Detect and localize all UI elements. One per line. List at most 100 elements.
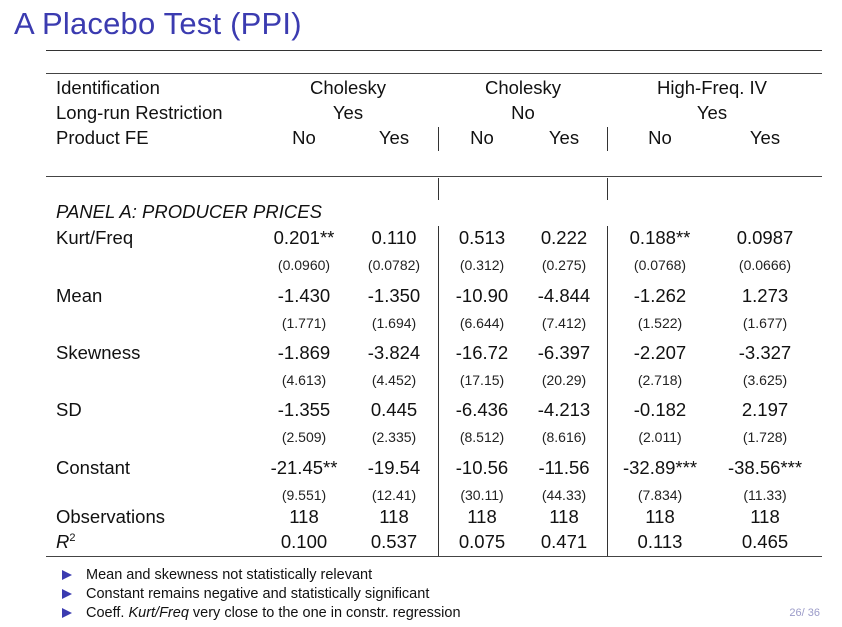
coefficient-cell: -10.56 bbox=[455, 457, 509, 478]
std-error-cell: (20.29) bbox=[541, 372, 587, 388]
coefficient-cell: -3.327 bbox=[738, 342, 792, 363]
std-error-cell: (1.522) bbox=[637, 315, 683, 331]
observations-cell: 118 bbox=[467, 506, 497, 527]
triangle-bullet-icon bbox=[62, 570, 72, 580]
coefficient-cell: 1.273 bbox=[741, 285, 789, 306]
std-error-cell: (0.0782) bbox=[367, 257, 421, 273]
coefficient-cell: 2.197 bbox=[741, 399, 789, 420]
coefficient-cell: -19.54 bbox=[367, 457, 421, 478]
std-error-cell: (0.312) bbox=[459, 257, 505, 273]
long-run-label: No bbox=[511, 102, 535, 123]
coefficient-cell: -38.56*** bbox=[727, 457, 803, 478]
bullet-text-prefix: Coeff. bbox=[86, 605, 129, 621]
observations-cell: 118 bbox=[379, 506, 409, 527]
r-squared-exponent: 2 bbox=[69, 531, 76, 544]
std-error-cell: (17.15) bbox=[459, 372, 505, 388]
product-fe-label: No bbox=[470, 127, 494, 148]
row-label: Skewness bbox=[56, 342, 141, 363]
row-label: Mean bbox=[56, 285, 103, 306]
coefficient-cell: -4.844 bbox=[537, 285, 591, 306]
std-error-cell: (8.616) bbox=[541, 429, 587, 445]
identification-label: Cholesky bbox=[484, 77, 562, 98]
coefficient-cell: -6.436 bbox=[455, 399, 509, 420]
bullet-item: Coeff. Kurt/Freq very close to the one i… bbox=[62, 604, 461, 623]
coefficient-cell: -6.397 bbox=[537, 342, 591, 363]
std-error-cell: (0.0960) bbox=[277, 257, 331, 273]
std-error-cell: (9.551) bbox=[281, 487, 327, 503]
coefficient-cell: -10.90 bbox=[455, 285, 509, 306]
header-rule bbox=[46, 176, 822, 177]
coefficient-cell: -11.56 bbox=[538, 457, 590, 478]
std-error-cell: (1.694) bbox=[371, 315, 417, 331]
std-error-cell: (7.834) bbox=[637, 487, 683, 503]
long-run-label: Yes bbox=[696, 102, 728, 123]
row-label: Constant bbox=[56, 457, 131, 478]
observations-cell: 118 bbox=[549, 506, 579, 527]
slide-title: A Placebo Test (PPI) bbox=[14, 6, 302, 41]
std-error-cell: (1.677) bbox=[742, 315, 788, 331]
triangle-bullet-icon bbox=[62, 608, 72, 618]
row-label: Kurt/Freq bbox=[56, 227, 134, 248]
product-fe-label: Yes bbox=[378, 127, 410, 148]
product-fe-label: No bbox=[648, 127, 672, 148]
identification-label: Cholesky bbox=[309, 77, 387, 98]
coefficient-cell: -1.869 bbox=[277, 342, 331, 363]
coefficient-cell: 0.0987 bbox=[736, 227, 794, 248]
std-error-cell: (7.412) bbox=[541, 315, 587, 331]
coefficient-cell: -1.262 bbox=[633, 285, 687, 306]
triangle-bullet-icon bbox=[62, 589, 72, 599]
coefficient-cell: -16.72 bbox=[455, 342, 509, 363]
std-error-cell: (2.011) bbox=[638, 429, 682, 445]
coefficient-cell: -1.430 bbox=[277, 285, 331, 306]
r-squared-cell: 0.075 bbox=[458, 531, 506, 552]
title-rule bbox=[46, 50, 822, 51]
column-separator bbox=[438, 226, 439, 556]
r-squared-cell: 0.465 bbox=[741, 531, 789, 552]
coefficient-cell: -0.182 bbox=[633, 399, 687, 420]
bullet-text-suffix: very close to the one in constr. regress… bbox=[188, 605, 461, 621]
r-squared-cell: 0.100 bbox=[280, 531, 328, 552]
std-error-cell: (30.11) bbox=[460, 487, 504, 503]
bullet-text: Constant remains negative and statistica… bbox=[86, 586, 430, 602]
r-squared-cell: 0.471 bbox=[540, 531, 588, 552]
column-separator bbox=[438, 178, 439, 200]
r-squared-cell: 0.113 bbox=[637, 531, 683, 552]
coefficient-cell: 0.110 bbox=[371, 227, 417, 248]
coefficient-cell: -3.824 bbox=[367, 342, 421, 363]
std-error-cell: (2.335) bbox=[371, 429, 417, 445]
coefficient-cell: -4.213 bbox=[537, 399, 591, 420]
std-error-cell: (0.0666) bbox=[738, 257, 792, 273]
coefficient-cell: -32.89*** bbox=[622, 457, 698, 478]
observations-cell: 118 bbox=[750, 506, 780, 527]
product-fe-label: Yes bbox=[548, 127, 580, 148]
std-error-cell: (1.771) bbox=[281, 315, 327, 331]
header-row-label: Product FE bbox=[56, 127, 149, 148]
column-separator bbox=[438, 127, 439, 151]
std-error-cell: (2.509) bbox=[281, 429, 327, 445]
bullet-text: Mean and skewness not statistically rele… bbox=[86, 567, 373, 583]
std-error-cell: (8.512) bbox=[459, 429, 505, 445]
std-error-cell: (4.452) bbox=[371, 372, 417, 388]
product-fe-label: Yes bbox=[749, 127, 781, 148]
std-error-cell: (0.275) bbox=[541, 257, 587, 273]
r-squared-label: R2 bbox=[56, 532, 76, 552]
std-error-cell: (6.644) bbox=[459, 315, 505, 331]
bullet-text-emphasis: Kurt/Freq bbox=[128, 605, 189, 621]
coefficient-cell: 0.222 bbox=[540, 227, 588, 248]
coefficient-cell: -2.207 bbox=[633, 342, 687, 363]
identification-label: High-Freq. IV bbox=[656, 77, 768, 98]
std-error-cell: (4.613) bbox=[281, 372, 327, 388]
bullet-item: Mean and skewness not statistically rele… bbox=[62, 566, 461, 585]
bullet-item: Constant remains negative and statistica… bbox=[62, 585, 461, 604]
std-error-cell: (1.728) bbox=[742, 429, 788, 445]
coefficient-cell: -21.45** bbox=[270, 457, 338, 478]
std-error-cell: (3.625) bbox=[742, 372, 788, 388]
std-error-cell: (11.33) bbox=[743, 487, 787, 503]
column-separator bbox=[607, 127, 608, 151]
std-error-cell: (44.33) bbox=[541, 487, 587, 503]
long-run-label: Yes bbox=[332, 102, 364, 123]
column-separator bbox=[607, 226, 608, 556]
table-top-rule bbox=[46, 73, 822, 74]
header-row-label: Identification bbox=[56, 77, 160, 98]
page-number: 26/ 36 bbox=[789, 607, 820, 619]
